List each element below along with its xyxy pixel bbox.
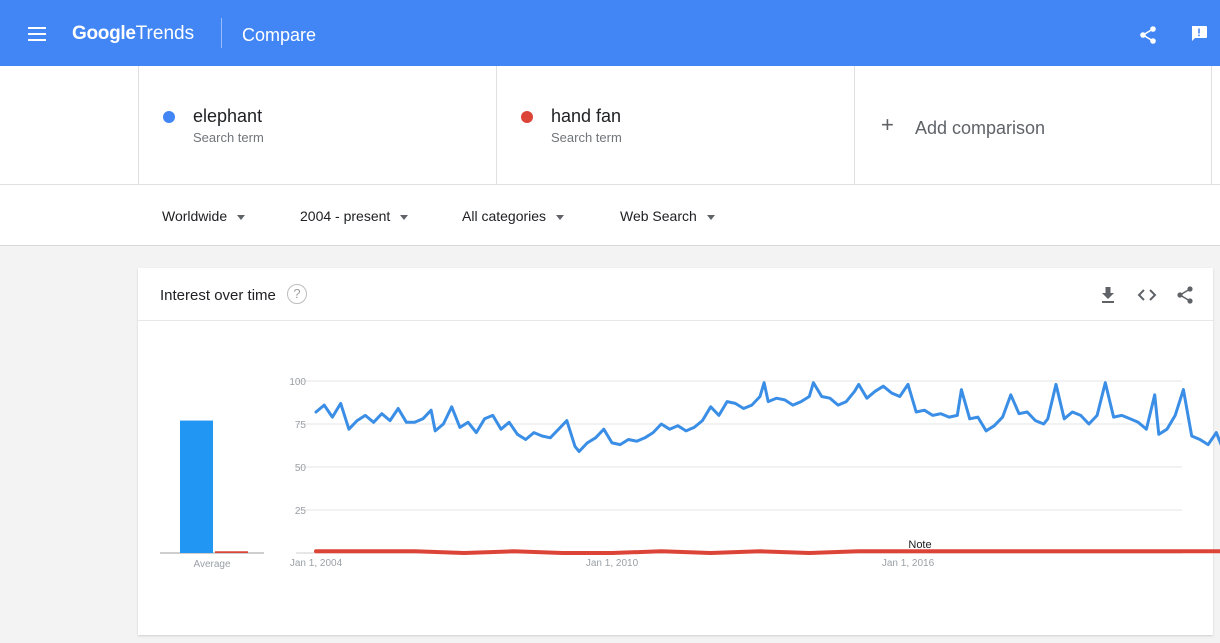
card-title: Interest over time: [160, 287, 276, 304]
x-tick-label: Jan 1, 2010: [586, 558, 639, 569]
card-header: Interest over time ?: [138, 268, 1213, 321]
search-type-dropdown[interactable]: Web Search: [620, 207, 715, 225]
help-icon[interactable]: ?: [287, 284, 307, 304]
series-line-hand-fan: [314, 549, 1220, 555]
y-tick-label: 25: [295, 506, 307, 517]
hamburger-menu-icon[interactable]: [28, 27, 46, 41]
y-tick-label: 75: [295, 420, 307, 431]
region-value: Worldwide: [162, 208, 228, 224]
category-value: All categories: [462, 208, 547, 224]
caret-down-icon: [556, 214, 565, 220]
top-app-bar: GoogleTrends Compare: [0, 0, 1220, 66]
interest-over-time-card: Interest over time ?: [138, 268, 1213, 635]
x-tick-label: Jan 1, 2004: [290, 558, 343, 569]
y-tick-label: 100: [289, 377, 306, 388]
download-icon[interactable]: [1100, 286, 1116, 304]
region-dropdown[interactable]: Worldwide: [162, 207, 246, 225]
share-icon[interactable]: [1176, 285, 1194, 305]
average-bar-elephant: [180, 420, 213, 553]
term-name[interactable]: hand fan: [551, 106, 622, 126]
caret-down-icon: [400, 214, 409, 220]
time-range-value: 2004 - present: [300, 208, 391, 224]
search-type-value: Web Search: [620, 208, 697, 224]
category-dropdown[interactable]: All categories: [462, 207, 565, 225]
logo-product: Trends: [135, 23, 195, 44]
series-color-dot: [163, 111, 175, 123]
series-line-elephant: [314, 381, 1220, 453]
term-type: Search term: [193, 130, 264, 145]
term-type: Search term: [551, 130, 622, 145]
x-tick-label: Jan 1, 2016: [882, 558, 935, 569]
caret-down-icon: [237, 214, 246, 220]
filters-row: Worldwide 2004 - present All categories …: [0, 185, 1220, 246]
y-tick-label: 50: [295, 463, 307, 474]
series-color-dot: [521, 111, 533, 123]
page-title: Compare: [242, 25, 317, 45]
logo-brand: Google: [72, 23, 136, 44]
average-label: Average: [193, 559, 231, 570]
google-trends-logo[interactable]: GoogleTrends: [72, 23, 194, 45]
time-range-dropdown[interactable]: 2004 - present: [300, 207, 409, 225]
header-divider: [221, 18, 222, 48]
term-card-elephant[interactable]: elephant Search term: [138, 66, 496, 185]
plus-icon: +: [881, 112, 894, 137]
add-comparison-label: Add comparison: [915, 118, 1046, 138]
add-comparison-button[interactable]: + Add comparison: [854, 66, 1212, 185]
term-card-hand-fan[interactable]: hand fan Search term: [496, 66, 854, 185]
feedback-icon[interactable]: [1190, 25, 1208, 43]
caret-down-icon: [706, 214, 715, 220]
note-annotation: Note: [908, 539, 931, 551]
search-terms-row: elephant Search term hand fan Search ter…: [0, 66, 1220, 185]
embed-code-icon[interactable]: [1136, 286, 1158, 304]
share-icon[interactable]: [1138, 25, 1158, 45]
average-bar-hand-fan: [215, 551, 248, 553]
term-name[interactable]: elephant: [193, 106, 263, 126]
